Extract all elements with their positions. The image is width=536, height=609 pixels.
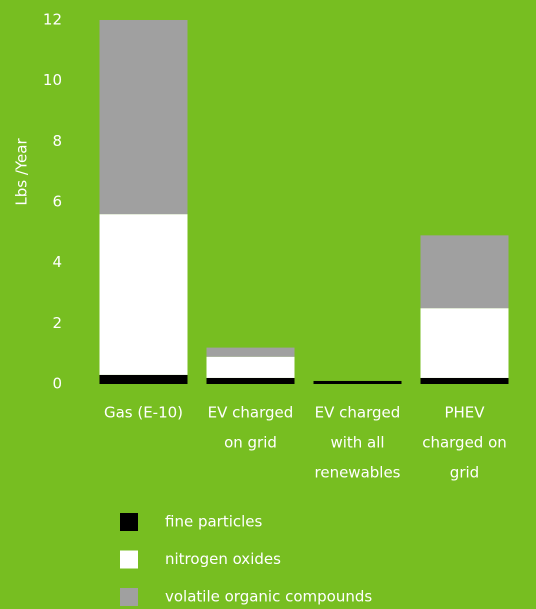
legend-swatch: [120, 513, 138, 531]
x-tick-label: PHEV: [444, 404, 485, 422]
y-tick-label: 12: [43, 11, 62, 29]
y-axis-label: Lbs /Year: [13, 138, 31, 206]
x-tick-label: grid: [450, 464, 479, 482]
x-tick-label: on grid: [224, 434, 277, 452]
x-tick-label: charged on: [422, 434, 507, 452]
bar-segment: [206, 347, 295, 357]
bar-segment: [99, 20, 188, 215]
bar-segment: [420, 235, 509, 309]
legend-label: volatile organic compounds: [165, 588, 372, 606]
y-tick-label: 2: [52, 314, 62, 332]
bar-segment: [420, 308, 509, 378]
y-tick-label: 10: [43, 71, 62, 89]
y-tick-label: 0: [52, 375, 62, 393]
bar-segment: [420, 377, 509, 384]
y-tick-label: 6: [52, 193, 62, 211]
x-tick-label: renewables: [315, 464, 401, 482]
legend-swatch: [120, 588, 138, 606]
x-tick-label: Gas (E-10): [104, 404, 183, 422]
legend-label: fine particles: [165, 513, 263, 531]
bar-segment: [313, 380, 402, 384]
x-tick-label: EV charged: [315, 404, 401, 422]
x-tick-label: with all: [330, 434, 384, 452]
legend-swatch: [120, 550, 138, 569]
y-tick-label: 8: [52, 132, 62, 150]
bar-segment: [99, 374, 188, 384]
bar-segment: [206, 356, 295, 378]
bar-segment: [99, 214, 188, 375]
x-tick-label: EV charged: [208, 404, 294, 422]
bar-segment: [206, 377, 295, 384]
legend-label: nitrogen oxides: [165, 550, 281, 568]
y-tick-label: 4: [52, 253, 62, 271]
